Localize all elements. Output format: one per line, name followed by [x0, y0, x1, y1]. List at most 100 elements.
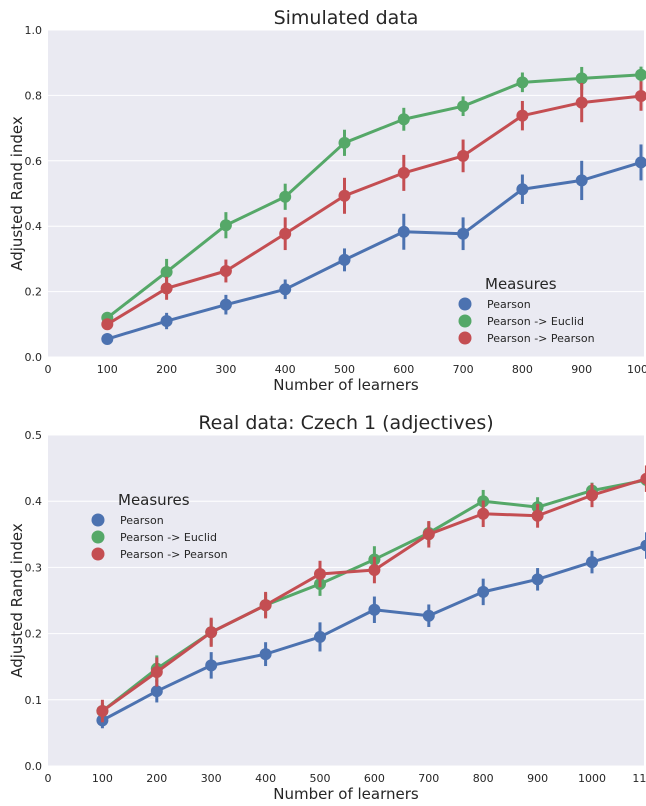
data-point: [150, 685, 163, 698]
data-point: [314, 630, 326, 643]
x-tick-label: 700: [453, 363, 474, 376]
data-point: [477, 585, 490, 598]
x-tick-label: 100: [97, 363, 118, 376]
data-point: [516, 183, 529, 196]
data-point: [516, 76, 529, 89]
data-point: [640, 472, 646, 485]
x-tick-label: 800: [512, 363, 533, 376]
data-point: [101, 318, 114, 331]
data-point: [219, 264, 232, 277]
data-point: [205, 626, 218, 639]
data-point: [279, 227, 292, 240]
x-tick-label: 1000: [578, 772, 606, 785]
data-point: [575, 72, 588, 85]
x-tick-label: 700: [418, 772, 439, 785]
x-tick-label: 200: [156, 363, 177, 376]
data-point: [635, 156, 646, 169]
series-line: [106, 94, 642, 326]
data-point: [150, 665, 163, 678]
chart-title: Simulated data: [274, 7, 419, 29]
legend-label: Pearson -> Euclid: [120, 531, 217, 544]
y-tick-label: 0.0: [25, 351, 43, 364]
data-point: [586, 556, 598, 569]
x-tick-label: 200: [146, 772, 167, 785]
y-tick-label: 1.0: [25, 24, 43, 37]
data-point: [575, 96, 588, 109]
legend: Measures Pearson Pearson -> Euclid Pearson …: [458, 275, 595, 345]
legend-label: Pearson -> Pearson: [120, 548, 228, 561]
legend-marker: [91, 547, 105, 561]
x-tick-label: 0: [45, 363, 52, 376]
y-axis-label: Adjusted Rand index: [8, 116, 26, 271]
data-point: [640, 539, 646, 552]
legend-title: Measures: [485, 275, 557, 293]
y-tick-label: 0.1: [25, 694, 43, 707]
x-tick-label: 1100: [632, 772, 646, 785]
legend-marker: [458, 314, 472, 328]
y-tick-label: 0.4: [25, 220, 43, 233]
series-2: [96, 465, 646, 723]
x-tick-label: 0: [45, 772, 52, 785]
x-tick-label: 900: [527, 772, 548, 785]
data-point: [635, 90, 646, 103]
data-point: [279, 190, 292, 203]
data-point: [219, 219, 232, 232]
data-point: [477, 507, 490, 520]
series-2: [101, 81, 646, 331]
x-tick-label: 900: [571, 363, 592, 376]
series-0: [96, 532, 646, 729]
y-tick-label: 0.6: [25, 155, 43, 168]
x-tick-label: 1000: [627, 363, 646, 376]
legend-title: Measures: [118, 491, 190, 509]
y-tick-label: 0.4: [25, 495, 43, 508]
data-point: [259, 648, 272, 661]
data-point: [531, 573, 544, 586]
data-point: [205, 659, 218, 672]
data-point: [422, 609, 435, 622]
data-point: [457, 100, 470, 113]
data-point: [575, 174, 588, 187]
y-tick-label: 0.0: [25, 760, 43, 773]
chart-simulated-data: 0.0 0.2 0.4 0.6 0.8 1.0 0 100 200 300 400 500 600 700…: [8, 7, 646, 394]
legend-label: Pearson: [487, 298, 531, 311]
y-tick-label: 0.8: [25, 89, 43, 102]
y-axis-label: Adjusted Rand index: [8, 523, 26, 678]
x-tick-label: 100: [92, 772, 113, 785]
data-point: [338, 136, 351, 149]
data-point: [635, 68, 646, 81]
data-point: [368, 564, 381, 577]
data-point: [160, 282, 173, 295]
data-point: [516, 109, 529, 122]
data-point: [457, 227, 470, 240]
x-tick-label: 600: [393, 363, 414, 376]
legend-label: Pearson: [120, 514, 164, 527]
x-tick-label: 400: [255, 772, 276, 785]
data-point: [279, 283, 292, 296]
x-tick-label: 800: [473, 772, 494, 785]
y-tick-label: 0.3: [25, 561, 43, 574]
data-point: [457, 149, 470, 162]
legend-marker: [458, 297, 472, 311]
data-point: [422, 528, 435, 541]
legend-marker: [458, 331, 472, 345]
data-point: [160, 315, 173, 328]
y-tick-label: 0.5: [25, 429, 43, 442]
series-line: [106, 160, 642, 341]
data-point: [397, 166, 410, 179]
data-point: [219, 298, 232, 311]
data-point: [160, 265, 173, 278]
y-tick-label: 0.2: [25, 286, 43, 299]
x-tick-label: 300: [215, 363, 236, 376]
data-point: [259, 599, 272, 612]
chart-real-data-czech: 0.0 0.1 0.2 0.3 0.4 0.5 0 100 200 300 400 500 600 700…: [8, 412, 646, 803]
legend: Measures Pearson Pearson -> Euclid Pearson …: [91, 491, 228, 561]
x-tick-label: 300: [201, 772, 222, 785]
x-tick-label: 500: [310, 772, 331, 785]
x-tick-label: 600: [364, 772, 385, 785]
x-axis-label: Number of learners: [273, 376, 419, 394]
series-line: [106, 73, 642, 319]
data-point: [397, 113, 410, 126]
legend-label: Pearson -> Euclid: [487, 315, 584, 328]
series-0: [101, 144, 646, 346]
x-axis-label: Number of learners: [273, 785, 419, 803]
